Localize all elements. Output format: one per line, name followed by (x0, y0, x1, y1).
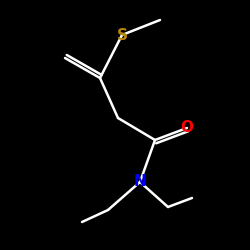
Text: S: S (116, 28, 128, 42)
Text: N: N (134, 174, 146, 190)
Text: O: O (180, 120, 194, 136)
